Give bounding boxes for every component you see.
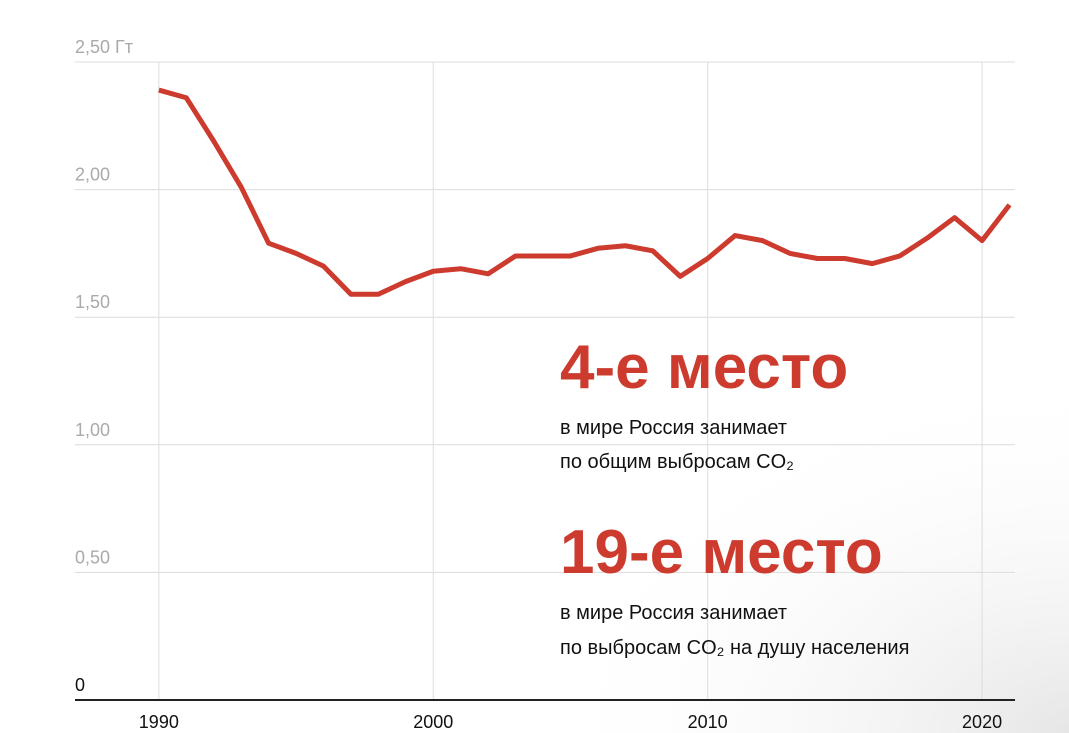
y-tick-label: 0,50 <box>75 547 110 567</box>
annotation: в мире Россия занимает <box>560 602 787 624</box>
y-tick-label: 2,00 <box>75 165 110 185</box>
x-tick-label: 2000 <box>413 712 453 732</box>
y-tick-label: 1,00 <box>75 420 110 440</box>
annotation: 4-е место <box>560 333 848 402</box>
x-tick-label: 2020 <box>962 712 1002 732</box>
data-line <box>158 87 1012 297</box>
annotation: 19-е место <box>560 518 883 587</box>
annotation: по выбросам CO₂ на душу населения <box>560 637 909 659</box>
y-tick-label: 1,50 <box>75 292 110 312</box>
x-tick-label: 1990 <box>139 712 179 732</box>
y-tick-label: 2,50 Гт <box>75 37 133 57</box>
x-tick-label: 2010 <box>688 712 728 732</box>
y-tick-label: 0 <box>75 675 85 695</box>
annotation: в мире Россия занимает <box>560 417 787 439</box>
annotation: по общим выбросам CO₂ <box>560 451 794 473</box>
